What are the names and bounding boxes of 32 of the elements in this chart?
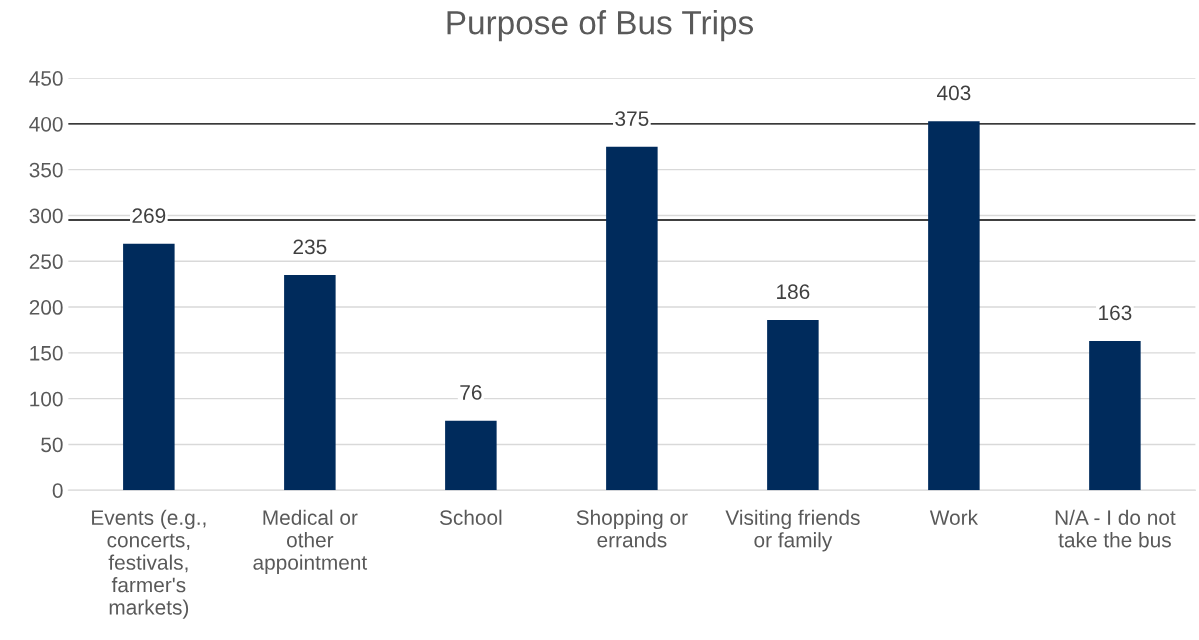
chart-title: Purpose of Bus Trips xyxy=(447,10,754,42)
y-tick-label: 450 xyxy=(29,71,63,86)
y-tick-label: 200 xyxy=(29,300,63,315)
data-label: 375 xyxy=(615,111,649,126)
y-tick-label: 400 xyxy=(29,116,63,132)
x-tick-label: Medical or other appointment xyxy=(253,509,368,574)
x-tick-label: Shopping or errands xyxy=(576,509,688,548)
y-tick-label: 300 xyxy=(29,208,63,224)
y-tick-label: 250 xyxy=(29,254,63,270)
data-label: 163 xyxy=(1099,305,1132,321)
x-tick-label: School xyxy=(439,509,502,525)
x-tick-label: N/A - I do not take the bus xyxy=(1055,509,1176,548)
data-label: 186 xyxy=(777,284,810,300)
y-tick-label: 50 xyxy=(41,437,63,453)
y-tick-label: 150 xyxy=(30,345,63,361)
bar xyxy=(123,243,175,491)
y-tick-label: 0 xyxy=(52,483,63,498)
data-label: 76 xyxy=(460,385,482,400)
y-tick-label: 100 xyxy=(30,391,63,407)
bar xyxy=(606,146,658,491)
bar xyxy=(1089,340,1141,491)
data-label: 235 xyxy=(293,239,327,255)
data-label: 269 xyxy=(132,208,166,224)
data-label: 403 xyxy=(936,85,971,101)
x-tick-label: Events (e.g., concerts, festivals, farmer's markets) xyxy=(92,509,206,619)
x-tick-label: Visiting friends or family xyxy=(725,509,860,552)
bar xyxy=(928,121,980,491)
x-tick-label: Work xyxy=(929,509,979,525)
bar xyxy=(445,420,497,491)
y-tick-label: 350 xyxy=(29,162,63,178)
bar xyxy=(767,319,819,491)
bar xyxy=(284,275,336,491)
